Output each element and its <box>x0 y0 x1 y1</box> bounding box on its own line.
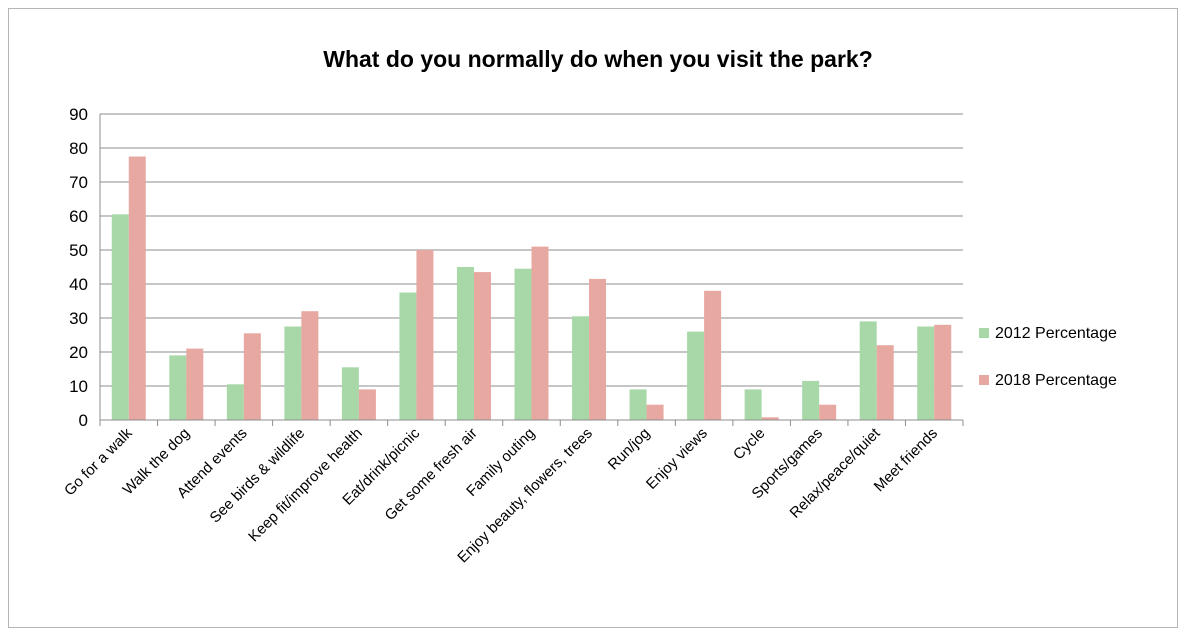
y-tick-label: 0 <box>79 411 88 430</box>
chart-title: What do you normally do when you visit t… <box>323 46 873 72</box>
bar-series1 <box>111 214 129 420</box>
y-tick-label: 10 <box>69 377 88 396</box>
x-tick-label: See birds & wildlife <box>207 425 309 527</box>
bar-series1 <box>169 355 187 420</box>
y-tick-label: 70 <box>69 173 88 192</box>
bar-series1 <box>572 316 590 420</box>
bar-series1 <box>341 367 359 420</box>
bar-series2 <box>761 417 779 420</box>
legend: 2012 Percentage 2018 Percentage <box>979 325 1117 389</box>
bar-series2 <box>128 156 146 420</box>
bar-series1 <box>802 380 820 420</box>
bar-series1 <box>226 384 244 420</box>
y-tick-label: 30 <box>69 309 88 328</box>
bar-series1 <box>284 326 302 420</box>
bar-series2 <box>819 404 837 420</box>
legend-label: 2018 Percentage <box>995 372 1117 389</box>
bar-series1 <box>859 321 877 420</box>
bar-series2 <box>531 246 549 420</box>
bar-series1 <box>399 292 417 420</box>
x-tick-label: Keep fit/improve health <box>245 425 366 546</box>
bar-series2 <box>186 348 204 420</box>
bar-series2 <box>589 278 607 420</box>
bar-series1 <box>744 389 762 420</box>
y-tick-label: 60 <box>69 207 88 226</box>
bar-series1 <box>456 267 474 420</box>
y-tick-label: 40 <box>69 275 88 294</box>
y-tick-label: 50 <box>69 241 88 260</box>
bar-series2 <box>301 311 319 420</box>
bars <box>111 156 952 420</box>
bar-series2 <box>473 272 491 420</box>
y-tick-label: 80 <box>69 139 88 158</box>
legend-swatch <box>979 328 989 338</box>
bar-series1 <box>917 326 935 420</box>
x-tick-label: Run/jog <box>605 425 654 474</box>
bar-series2 <box>934 324 952 420</box>
bar-series1 <box>687 331 705 420</box>
y-tick-label: 20 <box>69 343 88 362</box>
legend-label: 2012 Percentage <box>995 325 1117 342</box>
bar-series2 <box>646 404 664 420</box>
bar-series2 <box>243 333 261 420</box>
bar-series2 <box>704 290 722 420</box>
bar-series1 <box>514 268 532 420</box>
legend-swatch <box>979 375 989 385</box>
bar-series2 <box>876 345 894 420</box>
y-tick-label: 90 <box>69 105 88 124</box>
y-axis: 0 10 20 30 40 50 60 70 80 90 <box>69 105 101 430</box>
bar-series2 <box>358 389 376 420</box>
bar-series1 <box>629 389 647 420</box>
x-tick-label: Cycle <box>730 425 769 464</box>
x-tick-label: Enjoy views <box>643 425 711 493</box>
bar-series2 <box>416 250 434 420</box>
